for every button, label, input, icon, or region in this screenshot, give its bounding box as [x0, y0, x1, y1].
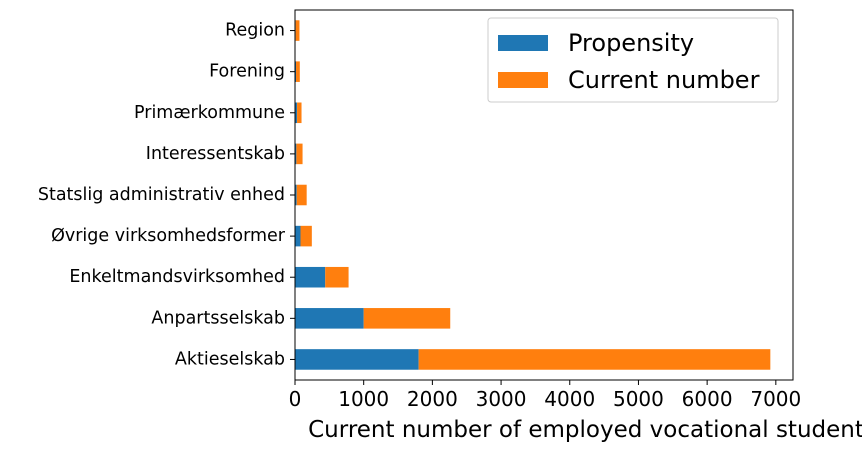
y-axis: Aktieselskab Anpartsselskab Enkeltmandsvir… — [38, 21, 295, 369]
y-tick-label: Statslig administrativ enhed — [38, 185, 285, 205]
bar-propensity — [295, 308, 364, 329]
legend-label: Current number — [568, 66, 760, 94]
x-tick-label: 4000 — [544, 387, 595, 411]
y-tick-label: Forening — [209, 62, 285, 82]
y-tick-label: Enkeltmandsvirksomhed — [69, 267, 285, 287]
bar-current-number — [297, 102, 302, 124]
x-axis: 0 1000 2000 3000 4000 5000 6000 7000 — [289, 380, 801, 411]
y-tick-label: Anpartsselskab — [151, 308, 285, 328]
x-tick-label: 0 — [289, 387, 302, 411]
legend-swatch — [498, 72, 548, 88]
legend-box — [487, 17, 779, 103]
legend-swatch — [498, 35, 548, 51]
y-tick-label: Region — [225, 21, 285, 41]
x-tick-label: 6000 — [682, 387, 733, 411]
y-tick-label: Primærkommune — [134, 103, 285, 123]
bar-current-number — [300, 225, 312, 247]
bar-propensity — [295, 184, 297, 206]
bars-layer — [295, 20, 771, 370]
bar-propensity — [295, 102, 298, 124]
bar-current-number — [296, 61, 300, 82]
bar-current-number — [296, 184, 307, 206]
x-tick-label: 2000 — [407, 387, 458, 411]
bar-current-number — [363, 308, 451, 329]
y-tick-label: Interessentskab — [146, 144, 285, 164]
bar-propensity — [295, 61, 297, 82]
plot-frame — [294, 9, 794, 381]
bar-propensity — [295, 349, 419, 370]
bar-current-number — [418, 349, 771, 370]
x-tick-label: 1000 — [338, 387, 389, 411]
x-tick-label: 7000 — [750, 387, 801, 411]
x-tick-label: 3000 — [476, 387, 527, 411]
x-axis-label: Current number of employed vocational st… — [308, 417, 862, 443]
bar-current-number — [295, 20, 300, 41]
bar-current-number — [296, 143, 303, 165]
legend: Propensity Current number — [487, 17, 779, 103]
bar-propensity — [295, 266, 326, 288]
y-tick-label: Øvrige virksomhedsformer — [51, 226, 286, 246]
bar-propensity — [295, 143, 297, 165]
bar-propensity — [295, 225, 301, 247]
legend-label: Propensity — [568, 29, 694, 57]
x-tick-label: 5000 — [613, 387, 664, 411]
y-tick-label: Aktieselskab — [175, 349, 285, 369]
bar-current-number — [325, 266, 349, 288]
